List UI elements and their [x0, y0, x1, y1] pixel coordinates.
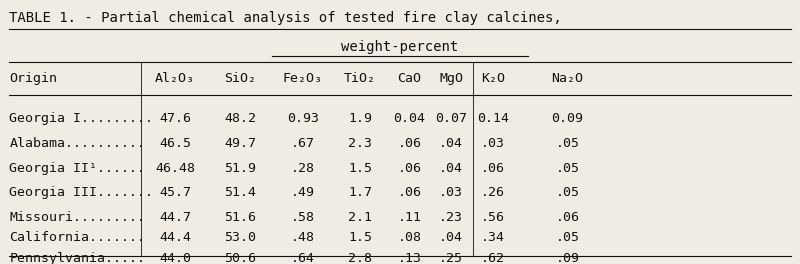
Text: SiO₂: SiO₂ [225, 72, 257, 85]
Text: weight-percent: weight-percent [342, 40, 458, 54]
Text: 1.9: 1.9 [348, 112, 372, 125]
Text: .23: .23 [439, 211, 463, 224]
Text: .34: .34 [482, 232, 506, 244]
Text: Origin: Origin [10, 72, 58, 85]
Text: .58: .58 [290, 211, 314, 224]
Text: 44.4: 44.4 [159, 232, 191, 244]
Text: .56: .56 [482, 211, 506, 224]
Text: 46.5: 46.5 [159, 137, 191, 150]
Text: 44.0: 44.0 [159, 252, 191, 264]
Text: .67: .67 [290, 137, 314, 150]
Text: .13: .13 [398, 252, 422, 264]
Text: 47.6: 47.6 [159, 112, 191, 125]
Text: .08: .08 [398, 232, 422, 244]
Text: .06: .06 [398, 137, 422, 150]
Text: .25: .25 [439, 252, 463, 264]
Text: 46.48: 46.48 [155, 162, 195, 175]
Text: .64: .64 [290, 252, 314, 264]
Text: Pennsylvania.....: Pennsylvania..... [10, 252, 146, 264]
Text: .05: .05 [555, 137, 579, 150]
Text: .49: .49 [290, 186, 314, 199]
Text: TiO₂: TiO₂ [344, 72, 376, 85]
Text: Al₂O₃: Al₂O₃ [155, 72, 195, 85]
Text: .03: .03 [439, 186, 463, 199]
Text: 0.07: 0.07 [435, 112, 467, 125]
Text: 2.3: 2.3 [348, 137, 372, 150]
Text: 51.6: 51.6 [225, 211, 257, 224]
Text: .04: .04 [439, 137, 463, 150]
Text: Fe₂O₃: Fe₂O₃ [282, 72, 322, 85]
Text: Alabama..........: Alabama.......... [10, 137, 146, 150]
Text: TABLE 1. - Partial chemical analysis of tested fire clay calcines,: TABLE 1. - Partial chemical analysis of … [10, 11, 562, 25]
Text: 1.5: 1.5 [348, 232, 372, 244]
Text: 1.7: 1.7 [348, 186, 372, 199]
Text: .62: .62 [482, 252, 506, 264]
Text: Georgia I.........: Georgia I......... [10, 112, 154, 125]
Text: 50.6: 50.6 [225, 252, 257, 264]
Text: .05: .05 [555, 162, 579, 175]
Text: .06: .06 [398, 162, 422, 175]
Text: .28: .28 [290, 162, 314, 175]
Text: Georgia III.......: Georgia III....... [10, 186, 154, 199]
Text: .09: .09 [555, 252, 579, 264]
Text: .04: .04 [439, 232, 463, 244]
Text: 2.1: 2.1 [348, 211, 372, 224]
Text: 0.14: 0.14 [478, 112, 510, 125]
Text: .26: .26 [482, 186, 506, 199]
Text: .04: .04 [439, 162, 463, 175]
Text: 0.93: 0.93 [286, 112, 318, 125]
Text: Missouri.........: Missouri......... [10, 211, 146, 224]
Text: 48.2: 48.2 [225, 112, 257, 125]
Text: .48: .48 [290, 232, 314, 244]
Text: MgO: MgO [439, 72, 463, 85]
Text: Na₂O: Na₂O [551, 72, 583, 85]
Text: .11: .11 [398, 211, 422, 224]
Text: 49.7: 49.7 [225, 137, 257, 150]
Text: .06: .06 [482, 162, 506, 175]
Text: 51.9: 51.9 [225, 162, 257, 175]
Text: 44.7: 44.7 [159, 211, 191, 224]
Text: 0.09: 0.09 [551, 112, 583, 125]
Text: 2.8: 2.8 [348, 252, 372, 264]
Text: .05: .05 [555, 186, 579, 199]
Text: .06: .06 [555, 211, 579, 224]
Text: K₂O: K₂O [482, 72, 506, 85]
Text: .05: .05 [555, 232, 579, 244]
Text: CaO: CaO [398, 72, 422, 85]
Text: 1.5: 1.5 [348, 162, 372, 175]
Text: 51.4: 51.4 [225, 186, 257, 199]
Text: Georgia II¹......: Georgia II¹...... [10, 162, 146, 175]
Text: .06: .06 [398, 186, 422, 199]
Text: .03: .03 [482, 137, 506, 150]
Text: 45.7: 45.7 [159, 186, 191, 199]
Text: 53.0: 53.0 [225, 232, 257, 244]
Text: 0.04: 0.04 [394, 112, 426, 125]
Text: California.......: California....... [10, 232, 146, 244]
